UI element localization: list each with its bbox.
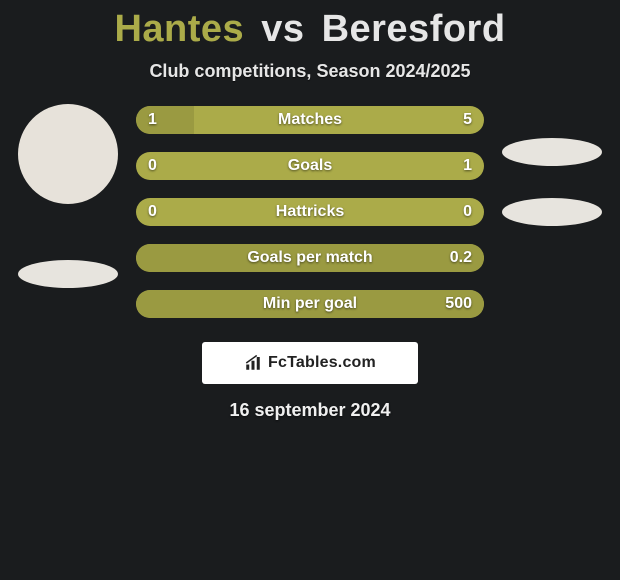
- stat-right-value: 0.2: [450, 249, 472, 267]
- stat-bar: 0 Hattricks 0: [136, 198, 484, 226]
- stat-right-value: 0: [463, 203, 472, 221]
- title-player1: Hantes: [114, 8, 244, 50]
- stat-left-value: 1: [148, 111, 157, 129]
- stat-label: Hattricks: [276, 203, 344, 221]
- stat-bar: Goals per match 0.2: [136, 244, 484, 272]
- page-title: Hantes vs Beresford: [0, 0, 620, 55]
- player1-avatar: [18, 104, 118, 204]
- player2-club-placeholder: [502, 198, 602, 226]
- brand-text: FcTables.com: [268, 354, 376, 372]
- stat-right-value: 500: [445, 295, 472, 313]
- player2-avatar-placeholder: [502, 138, 602, 166]
- player1-club-placeholder: [18, 260, 118, 288]
- date-label: 16 september 2024: [0, 384, 620, 437]
- title-player2: Beresford: [322, 8, 506, 50]
- stat-label: Goals: [288, 157, 332, 175]
- stat-label: Goals per match: [247, 249, 372, 267]
- stat-left-value: 0: [148, 157, 157, 175]
- stat-label: Min per goal: [263, 295, 357, 313]
- stat-bar: Min per goal 500: [136, 290, 484, 318]
- stat-left-value: 0: [148, 203, 157, 221]
- stat-label: Matches: [278, 111, 342, 129]
- comparison-card: Hantes vs Beresford Club competitions, S…: [0, 0, 620, 437]
- stat-bar: 1 Matches 5: [136, 106, 484, 134]
- stat-bar: 0 Goals 1: [136, 152, 484, 180]
- stat-right-value: 1: [463, 157, 472, 175]
- stat-right-value: 5: [463, 111, 472, 129]
- title-vs: vs: [255, 8, 310, 50]
- stat-bars: 1 Matches 5 0 Goals 1 0 Hattricks 0 Goals per mat…: [136, 100, 484, 324]
- player1-side: [8, 100, 128, 288]
- brand-badge[interactable]: FcTables.com: [202, 342, 418, 384]
- comparison-grid: 1 Matches 5 0 Goals 1 0 Hattricks 0 Goals per mat…: [0, 100, 620, 324]
- stat-bar-fill: [136, 106, 194, 134]
- player2-side: [492, 100, 612, 226]
- subtitle: Club competitions, Season 2024/2025: [0, 55, 620, 100]
- chart-icon: [244, 354, 262, 372]
